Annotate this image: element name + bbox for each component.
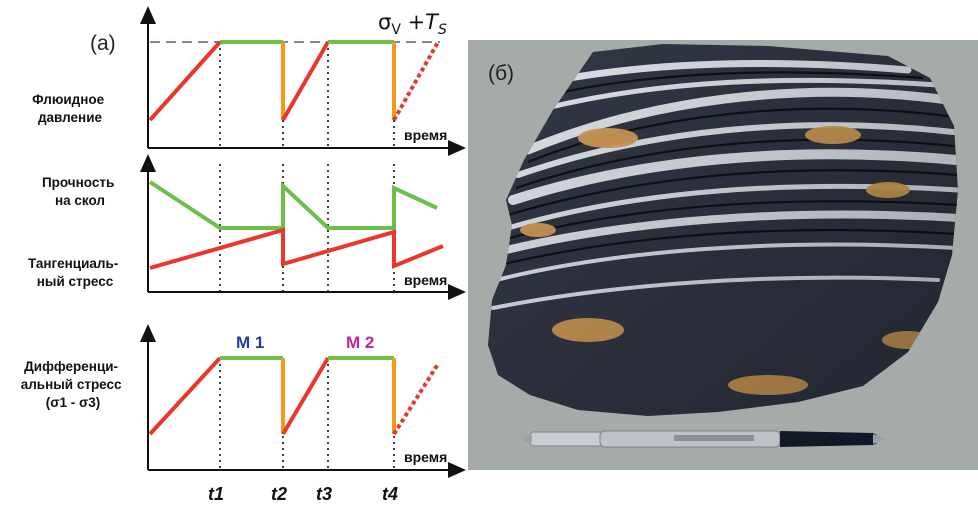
m2-label: M 2 (346, 333, 374, 352)
tangential-stress-curve (149, 227, 444, 270)
tick-t3: t3 (316, 484, 332, 504)
x-axis-label: время (404, 272, 447, 288)
quartz-vein-rock (488, 44, 958, 416)
strength-stress-chart: Прочность на скол Тангенциаль- ный стрес… (28, 154, 466, 300)
fluid-pressure-chart: Флюидное давление время (32, 6, 466, 156)
tangential-stress-label: Тангенциаль- ный стресс (28, 256, 122, 289)
tick-t4: t4 (382, 484, 398, 504)
shear-strength-curve (148, 180, 438, 230)
panel-b-label: (б) (488, 62, 515, 85)
stress-cycle-diagram: (a) σV +TS Флюидное давление время (21, 6, 466, 504)
rise-segment (148, 40, 222, 122)
rise-segment (281, 356, 330, 436)
photo-drawing (488, 44, 958, 448)
x-axis-label: время (404, 449, 447, 465)
tick-t1: t1 (208, 484, 224, 504)
rise-segment (281, 41, 330, 121)
rock-specimen-photo: (б) (468, 40, 978, 470)
projected-rise-segment (392, 362, 440, 436)
tick-t2: t2 (271, 484, 287, 504)
strength-label: Прочность на скол (42, 175, 118, 208)
pen-scale (524, 430, 886, 448)
projected-rise-segment (392, 41, 440, 121)
panel-a-label: (a) (90, 32, 116, 55)
y-axis-label: Флюидное давление (32, 92, 108, 125)
rise-segment (148, 356, 222, 436)
sigma-v-ts-label: σV +TS (378, 10, 447, 38)
y-axis-label: Дифференци- альный стресс (σ1 - σ3) (21, 359, 126, 410)
m1-label: M 1 (236, 333, 264, 352)
differential-stress-chart: M 1 M 2 Дифференци- альный стресс (σ1 - … (21, 324, 466, 478)
x-axis-label: время (404, 127, 447, 143)
